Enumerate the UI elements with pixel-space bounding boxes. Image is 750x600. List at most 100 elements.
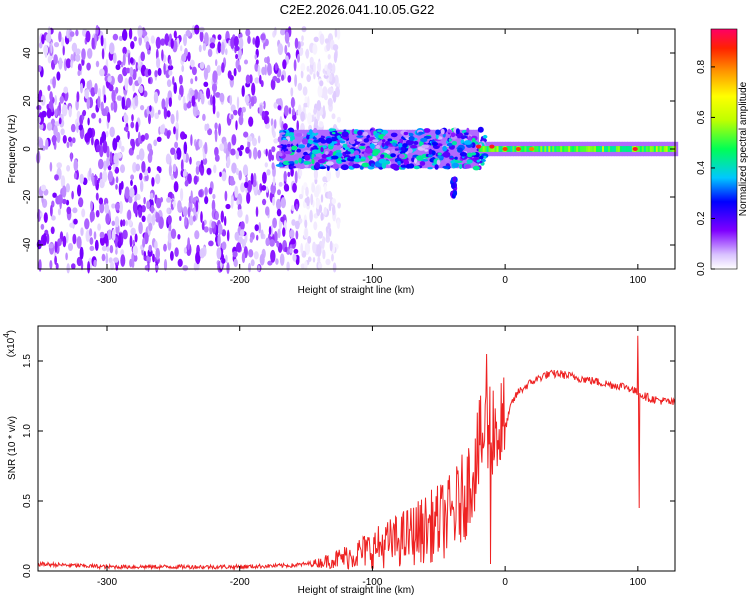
heatmap-noise-cell (124, 186, 130, 199)
heatmap-noise-cell (66, 141, 70, 149)
heatmap-noise-cell (332, 44, 339, 51)
heatmap-noise-cell (88, 167, 92, 178)
heatmap-noise-cell (282, 59, 287, 70)
snr-y-tick-label: 0.5 (22, 494, 33, 508)
heatmap-signal-cell (370, 129, 374, 136)
heatmap-noise-cell (108, 84, 114, 92)
heatmap-noise-cell (234, 231, 240, 241)
heatmap-signal-cell (476, 159, 480, 163)
heatmap-noise-cell (87, 117, 90, 126)
heatmap-noise-cell (71, 42, 78, 53)
heatmap-noise-cell (104, 75, 109, 82)
heatmap-noise-cell (81, 208, 86, 218)
heatmap-noise-cell (128, 76, 133, 86)
heatmap-signal-cell (435, 133, 439, 140)
heatmap-noise-cell (204, 141, 208, 155)
heatmap-noise-cell (267, 260, 273, 266)
heatmap-noise-cell (175, 128, 179, 141)
heatmap-signal-cell (411, 157, 415, 163)
heatmap-noise-cell (187, 237, 191, 251)
heatmap-signal-cell (428, 153, 433, 158)
heatmap-noise-cell (289, 247, 293, 254)
heatmap-line-cell (657, 146, 661, 152)
heatmap-noise-cell (98, 117, 102, 124)
heatmap-noise-cell (304, 227, 308, 239)
heatmap-noise-cell (284, 44, 288, 55)
heatmap-signal-cell (291, 145, 298, 151)
heatmap-noise-cell (250, 259, 255, 267)
heatmap-noise-cell (174, 152, 178, 160)
heatmap-noise-cell (111, 220, 116, 226)
heatmap-band-cell (391, 129, 395, 169)
heatmap-noise-cell (317, 256, 321, 264)
heatmap-noise-cell (294, 170, 298, 184)
heatmap-line-cell (514, 146, 517, 152)
heatmap-strong-points (476, 144, 638, 151)
heatmap-band-cell (287, 129, 291, 169)
heatmap-noise-cell (69, 31, 75, 37)
heatmap-noise-cell (310, 193, 314, 206)
heatmap-noise-cell (116, 95, 122, 101)
heatmap-noise-cell (237, 64, 242, 73)
heatmap-line-cell (562, 146, 565, 152)
heatmap-noise-cell (306, 65, 310, 72)
heatmap-signal-cell (337, 135, 341, 140)
heatmap-noise-cell (110, 261, 115, 271)
heatmap-noise-cell (245, 28, 251, 37)
heatmap-noise-cell (154, 112, 160, 120)
heatmap-noise-cell (131, 114, 134, 122)
heatmap-noise-cell (298, 47, 304, 56)
heatmap-noise-cell (247, 140, 251, 149)
heatmap-noise-cell (288, 107, 292, 115)
heatmap-noise-cell (230, 196, 234, 209)
heatmap-noise-cell (252, 179, 257, 188)
heatmap-noise-cell (233, 36, 239, 47)
heatmap-noise-cell (49, 161, 53, 172)
heatmap-signal-cell (437, 152, 442, 156)
heatmap-signal-cell (413, 165, 420, 170)
heatmap-noise-cell (218, 123, 222, 136)
heatmap-noise-cell (214, 122, 218, 130)
heatmap-signal-cell (463, 132, 469, 136)
heatmap-noise-cell (107, 170, 113, 183)
heatmap-signal-cell (314, 162, 320, 169)
heatmap-line-cell (625, 146, 629, 152)
heatmap-noise-cell (250, 96, 255, 107)
heatmap-noise-cell (252, 37, 256, 45)
heatmap-signal-cell (356, 135, 364, 138)
heatmap-signal-cell (339, 140, 346, 144)
heatmap-signal-cell (381, 142, 385, 148)
heatmap-noise-cell (194, 75, 198, 82)
heatmap-noise-cell (90, 200, 93, 211)
heatmap-noise-cell (277, 43, 284, 56)
heatmap-noise-cell (173, 30, 177, 39)
heatmap-signal-cell (454, 156, 458, 160)
heatmap-noise-cell (259, 74, 262, 85)
heatmap-noise-cell (85, 229, 91, 242)
heatmap-line-cell (574, 146, 577, 152)
heatmap-noise-cell (147, 68, 152, 76)
heatmap-noise-cell (202, 157, 208, 165)
heatmap-noise-cell (327, 222, 331, 230)
heatmap-signal-cell (317, 159, 326, 164)
heatmap-noise-cell (170, 147, 176, 155)
heatmap-noise-cell (63, 86, 69, 94)
snr-multiplier-exponent: 4 (2, 333, 11, 338)
heatmap-noise-cell (260, 33, 266, 41)
heatmap-noise-cell (148, 222, 153, 232)
heatmap-line-cell (520, 146, 523, 152)
heatmap-noise-cell (306, 196, 310, 207)
heatmap-noise-cell (58, 57, 63, 70)
heatmap-noise-cell (294, 220, 300, 230)
heatmap-noise-cell (198, 164, 202, 173)
heatmap-band-cell (465, 129, 469, 169)
heatmap-noise-cell (314, 118, 319, 126)
heatmap-noise-cell (261, 185, 267, 191)
heatmap-noise-cell (73, 172, 77, 180)
heatmap-signal-cell (289, 165, 297, 169)
heatmap-noise-cell (268, 149, 273, 162)
heatmap-noise-cell (322, 249, 326, 260)
heatmap-signal-cell (442, 165, 451, 169)
heatmap-noise-cell (65, 232, 69, 244)
heatmap-signal-cell (298, 157, 302, 164)
